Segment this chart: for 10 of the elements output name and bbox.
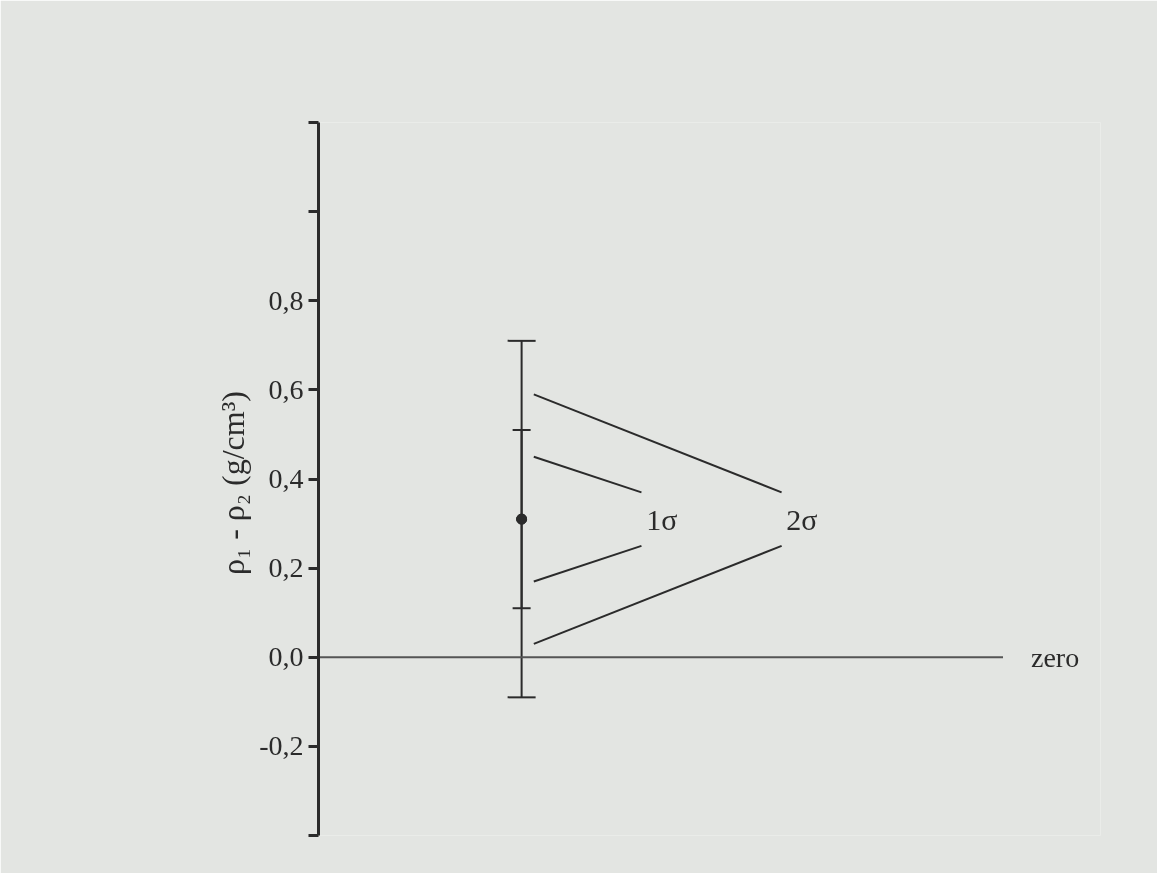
y-tick-label: 0,4 xyxy=(268,463,304,494)
y-tick-label: 0,8 xyxy=(268,284,304,316)
y-tick-label: -0,2 xyxy=(259,730,304,762)
text: 2σ xyxy=(786,502,818,536)
y-tick-label: 0,2 xyxy=(268,552,304,584)
ref-line-label: zero xyxy=(1031,641,1080,673)
y-tick-label: 0,6 xyxy=(268,373,304,405)
y-axis-title: ρ₁ - ρ₂ (g/cm³) xyxy=(215,391,252,575)
y-tick-label: 0,0 xyxy=(268,641,304,673)
text: 1σ xyxy=(646,502,678,536)
